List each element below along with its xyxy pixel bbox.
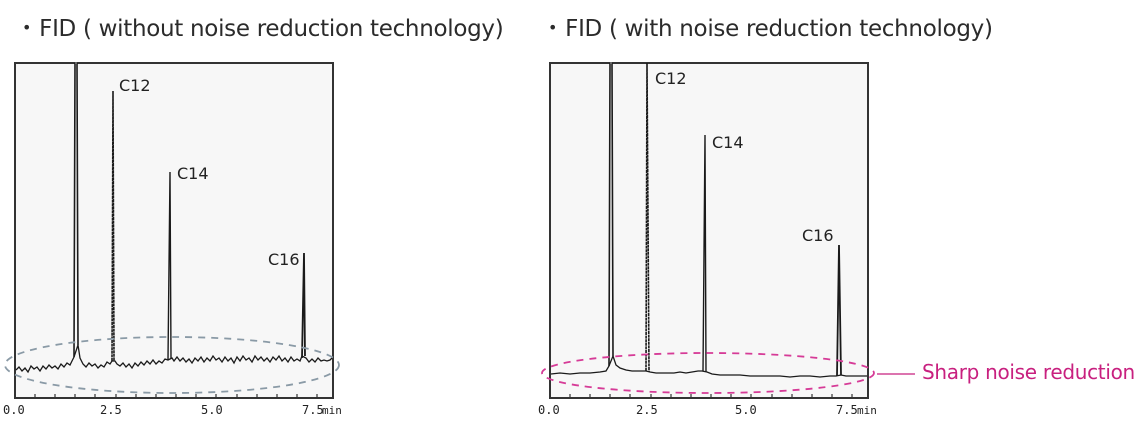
peak-c12-right: [645, 62, 650, 373]
trace-right-baseline: [550, 354, 867, 378]
plot-frame-right: [549, 62, 869, 399]
chart-title-right: • FID ( with noise reduction technology): [548, 16, 993, 42]
peak-solvent-left: [73, 62, 79, 358]
peak-label-c16-right: C16: [802, 226, 834, 245]
svg-text:7.5: 7.5: [302, 403, 324, 417]
peak-c16-right: [836, 244, 842, 377]
chart-title-right-text: FID ( with noise reduction technology): [565, 16, 993, 42]
chart-left: C12 C14 C16 0.0 2.5 5.0 7.5 min: [3, 62, 342, 417]
x-ticks-right: [569, 394, 853, 398]
svg-text:5.0: 5.0: [201, 403, 223, 417]
annotation-sharp-noise-reduction: Sharp noise reduction: [922, 360, 1135, 384]
svg-text:2.5: 2.5: [636, 403, 658, 417]
x-ticks-left: [34, 394, 318, 398]
peak-label-c16-left: C16: [268, 250, 300, 269]
bullet: •: [548, 18, 558, 37]
trace-left-baseline: [15, 344, 333, 374]
svg-text:min: min: [322, 404, 342, 417]
peak-label-c14-right: C14: [712, 133, 744, 152]
peak-c14-right: [702, 134, 707, 373]
peak-c14-left: [167, 171, 172, 361]
svg-text:5.0: 5.0: [735, 403, 757, 417]
noise-ellipse-right: [541, 352, 875, 394]
svg-text:min: min: [857, 404, 877, 417]
peak-c12-left: [111, 90, 115, 362]
peak-label-c12-right: C12: [655, 69, 687, 88]
bullet: •: [22, 18, 32, 37]
peak-solvent-right: [608, 62, 614, 367]
peak-label-c12-left: C12: [119, 76, 151, 95]
chart-title-left-text: FID ( without noise reduction technology…: [39, 16, 504, 42]
chart-title-left: • FID ( without noise reduction technolog…: [22, 16, 504, 42]
svg-text:2.5: 2.5: [100, 403, 122, 417]
svg-text:0.0: 0.0: [3, 403, 25, 417]
peak-label-c14-left: C14: [177, 164, 209, 183]
chart-right: C12 C14 C16 0.0 2.5 5.0 7.5 min: [538, 62, 915, 417]
plot-frame-left: [14, 62, 334, 399]
svg-text:7.5: 7.5: [836, 403, 858, 417]
peak-c16-left: [301, 252, 306, 359]
x-tick-labels-right: 0.0 2.5 5.0 7.5 min: [538, 403, 877, 417]
noise-ellipse-left: [4, 336, 340, 394]
svg-text:0.0: 0.0: [538, 403, 560, 417]
x-tick-labels-left: 0.0 2.5 5.0 7.5 min: [3, 403, 342, 417]
